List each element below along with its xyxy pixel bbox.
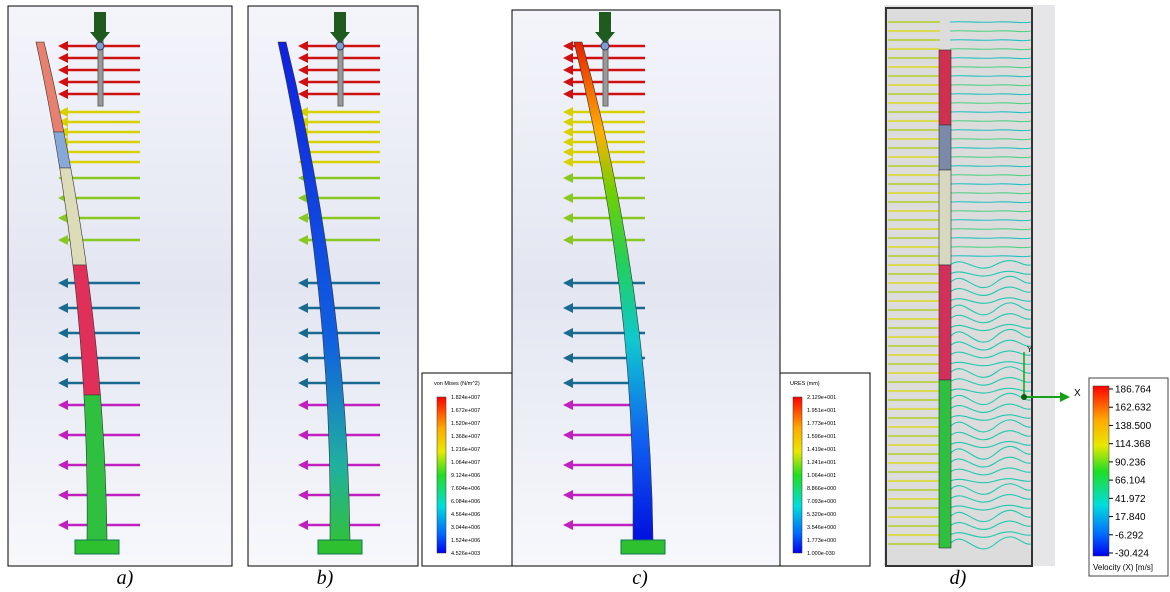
legend-tick: 1.596e+001 (807, 434, 836, 440)
legend-tick: 1.672e+007 (451, 408, 480, 414)
legend-tick: 1.773e+000 (807, 538, 836, 544)
colorbar (437, 397, 446, 553)
node (601, 42, 609, 50)
legend-tick: 1.524e+006 (451, 538, 480, 544)
panel-label: b) (317, 567, 334, 589)
legend-tick: 8.866e+000 (807, 486, 836, 492)
legend-tick: 90.236 (1115, 457, 1146, 468)
figure: von Mises (N/m^2) 1.824e+007 1.672e+007 1.5… (0, 0, 1170, 592)
force-arrow (334, 12, 346, 32)
force-arrow (599, 12, 611, 32)
legend-tick: 186.764 (1115, 385, 1152, 396)
base (75, 540, 119, 554)
origin (1021, 394, 1027, 400)
legend-title: von Mises (N/m^2) (434, 381, 480, 387)
legend-tick: 138.500 (1115, 421, 1152, 432)
legend-tick: 1.064e+001 (807, 473, 836, 479)
axis-x-head (1060, 392, 1070, 402)
pole-segment-d (939, 125, 951, 170)
node (336, 42, 344, 50)
legend-tick: -30.424 (1115, 549, 1149, 560)
base (621, 540, 665, 554)
legend-title: URES (mm) (790, 381, 820, 387)
base (318, 540, 362, 554)
legend-tick: 1.773e+001 (807, 421, 836, 427)
legend-tick: 4.526e+003 (451, 551, 480, 557)
legend-tick: 17.840 (1115, 512, 1146, 523)
legend-tick: 162.632 (1115, 403, 1152, 414)
panel-label: a) (117, 567, 134, 589)
node (96, 42, 104, 50)
legend-tick: 1.241e+001 (807, 460, 836, 466)
panel-label: d) (950, 567, 967, 589)
legend-tick: 5.320e+000 (807, 512, 836, 518)
colorbar (1093, 386, 1109, 556)
axis-label: Y (1027, 345, 1033, 354)
legend-tick: 1.951e+001 (807, 408, 836, 414)
legend-tick: 1.064e+007 (451, 460, 480, 466)
legend-tick: 3.044e+006 (451, 525, 480, 531)
legend-tick: -6.292 (1115, 530, 1144, 541)
colorbar (793, 397, 802, 553)
legend-tick: 4.564e+006 (451, 512, 480, 518)
legend-tick: 66.104 (1115, 476, 1146, 487)
axis-label: X (1074, 388, 1081, 399)
legend-tick: 3.546e+000 (807, 525, 836, 531)
panel-label: c) (632, 567, 648, 589)
legend-tick: 7.604e+006 (451, 486, 480, 492)
legend-tick: 9.124e+006 (451, 473, 480, 479)
legend-tick: 1.419e+001 (807, 447, 836, 453)
force-arrow (94, 12, 106, 32)
pole-segment-d (939, 170, 951, 265)
legend-tick: 1.216e+007 (451, 447, 480, 453)
legend-tick: 1.368e+007 (451, 434, 480, 440)
legend-tick: 114.368 (1115, 439, 1151, 450)
legend-tick: 6.084e+006 (451, 499, 480, 505)
legend-tick: 41.972 (1115, 494, 1146, 505)
pole-segment-d (939, 380, 951, 548)
legend-tick: 1.000e-030 (807, 551, 835, 557)
legend-tick: 1.520e+007 (451, 421, 480, 427)
legend-tick: 1.824e+007 (451, 395, 480, 401)
legend-tick: 7.093e+000 (807, 499, 836, 505)
legend-tick: 2.129e+001 (807, 395, 836, 401)
pole-segment-d (939, 265, 951, 380)
pole-segment-d (939, 50, 951, 125)
panel-a (8, 6, 232, 566)
legend-title: Velocity (X) [m/s] (1093, 563, 1153, 572)
